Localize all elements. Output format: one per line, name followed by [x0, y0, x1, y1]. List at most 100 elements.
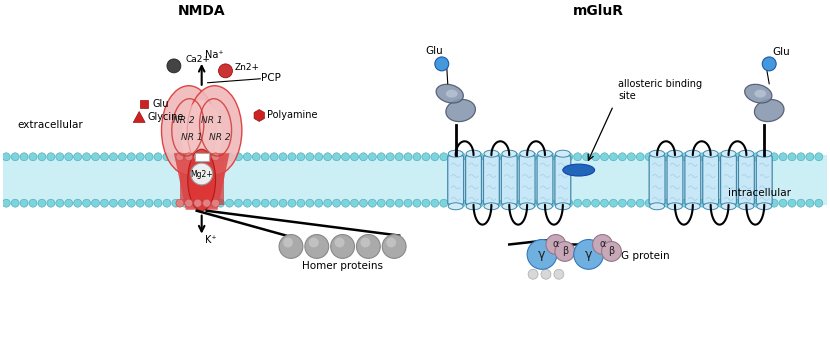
- FancyBboxPatch shape: [555, 156, 571, 204]
- Ellipse shape: [721, 150, 736, 157]
- Ellipse shape: [745, 84, 772, 103]
- Circle shape: [252, 153, 261, 161]
- Circle shape: [654, 153, 662, 161]
- Circle shape: [770, 199, 779, 207]
- Circle shape: [2, 199, 10, 207]
- Circle shape: [203, 199, 211, 207]
- Circle shape: [203, 153, 211, 161]
- Circle shape: [744, 199, 751, 207]
- Circle shape: [333, 153, 340, 161]
- Circle shape: [527, 240, 557, 269]
- Circle shape: [74, 153, 81, 161]
- Circle shape: [593, 235, 613, 255]
- Circle shape: [261, 153, 269, 161]
- Circle shape: [770, 153, 779, 161]
- FancyBboxPatch shape: [685, 156, 701, 204]
- Circle shape: [252, 199, 261, 207]
- Ellipse shape: [686, 150, 701, 157]
- Ellipse shape: [703, 150, 718, 157]
- Bar: [195, 153, 208, 161]
- Circle shape: [601, 199, 608, 207]
- Circle shape: [815, 153, 823, 161]
- Circle shape: [609, 199, 618, 207]
- FancyBboxPatch shape: [483, 156, 500, 204]
- Circle shape: [645, 153, 653, 161]
- Circle shape: [654, 199, 662, 207]
- Circle shape: [47, 199, 55, 207]
- Ellipse shape: [502, 203, 517, 210]
- Circle shape: [369, 199, 376, 207]
- Ellipse shape: [466, 150, 481, 157]
- Circle shape: [493, 199, 501, 207]
- Circle shape: [797, 153, 805, 161]
- FancyBboxPatch shape: [447, 156, 464, 204]
- Circle shape: [602, 241, 622, 261]
- Circle shape: [324, 153, 332, 161]
- Circle shape: [690, 199, 698, 207]
- Circle shape: [330, 235, 354, 258]
- Circle shape: [583, 199, 591, 207]
- Circle shape: [110, 153, 117, 161]
- Circle shape: [708, 153, 715, 161]
- FancyBboxPatch shape: [720, 156, 736, 204]
- Circle shape: [565, 153, 573, 161]
- Circle shape: [100, 153, 109, 161]
- Circle shape: [716, 153, 725, 161]
- Circle shape: [529, 199, 537, 207]
- Circle shape: [476, 153, 483, 161]
- Circle shape: [520, 199, 528, 207]
- Circle shape: [618, 199, 627, 207]
- FancyBboxPatch shape: [466, 156, 481, 204]
- Circle shape: [342, 199, 349, 207]
- Circle shape: [334, 237, 344, 247]
- Ellipse shape: [754, 90, 766, 98]
- Circle shape: [797, 199, 805, 207]
- FancyBboxPatch shape: [703, 156, 719, 204]
- Circle shape: [163, 153, 171, 161]
- Ellipse shape: [466, 203, 481, 210]
- Circle shape: [708, 199, 715, 207]
- Text: Homer proteins: Homer proteins: [302, 261, 383, 271]
- Circle shape: [592, 153, 599, 161]
- Circle shape: [136, 199, 144, 207]
- Circle shape: [193, 153, 202, 161]
- Text: Glu: Glu: [772, 47, 790, 57]
- Text: Glycine: Glycine: [147, 113, 183, 122]
- Ellipse shape: [188, 86, 242, 175]
- Ellipse shape: [448, 203, 463, 210]
- Circle shape: [752, 153, 760, 161]
- Circle shape: [485, 153, 492, 161]
- Circle shape: [176, 153, 183, 161]
- Circle shape: [91, 199, 100, 207]
- Circle shape: [91, 153, 100, 161]
- Ellipse shape: [739, 150, 754, 157]
- Circle shape: [127, 199, 135, 207]
- Text: Glu: Glu: [152, 99, 168, 109]
- Ellipse shape: [754, 99, 784, 121]
- Circle shape: [74, 199, 81, 207]
- Circle shape: [279, 235, 303, 258]
- Circle shape: [547, 153, 555, 161]
- Ellipse shape: [667, 203, 682, 210]
- Circle shape: [395, 153, 403, 161]
- Circle shape: [20, 199, 28, 207]
- Circle shape: [261, 199, 269, 207]
- Circle shape: [681, 199, 689, 207]
- Circle shape: [541, 269, 551, 279]
- Circle shape: [502, 199, 510, 207]
- Text: β: β: [562, 246, 568, 256]
- Circle shape: [359, 153, 368, 161]
- FancyBboxPatch shape: [649, 156, 665, 204]
- Circle shape: [449, 153, 457, 161]
- Circle shape: [193, 199, 202, 207]
- Circle shape: [83, 153, 90, 161]
- Circle shape: [342, 153, 349, 161]
- Circle shape: [457, 199, 466, 207]
- Ellipse shape: [162, 86, 216, 175]
- FancyBboxPatch shape: [537, 156, 553, 204]
- Ellipse shape: [446, 99, 476, 121]
- Circle shape: [422, 199, 430, 207]
- Circle shape: [306, 153, 314, 161]
- Circle shape: [243, 199, 251, 207]
- Circle shape: [761, 199, 769, 207]
